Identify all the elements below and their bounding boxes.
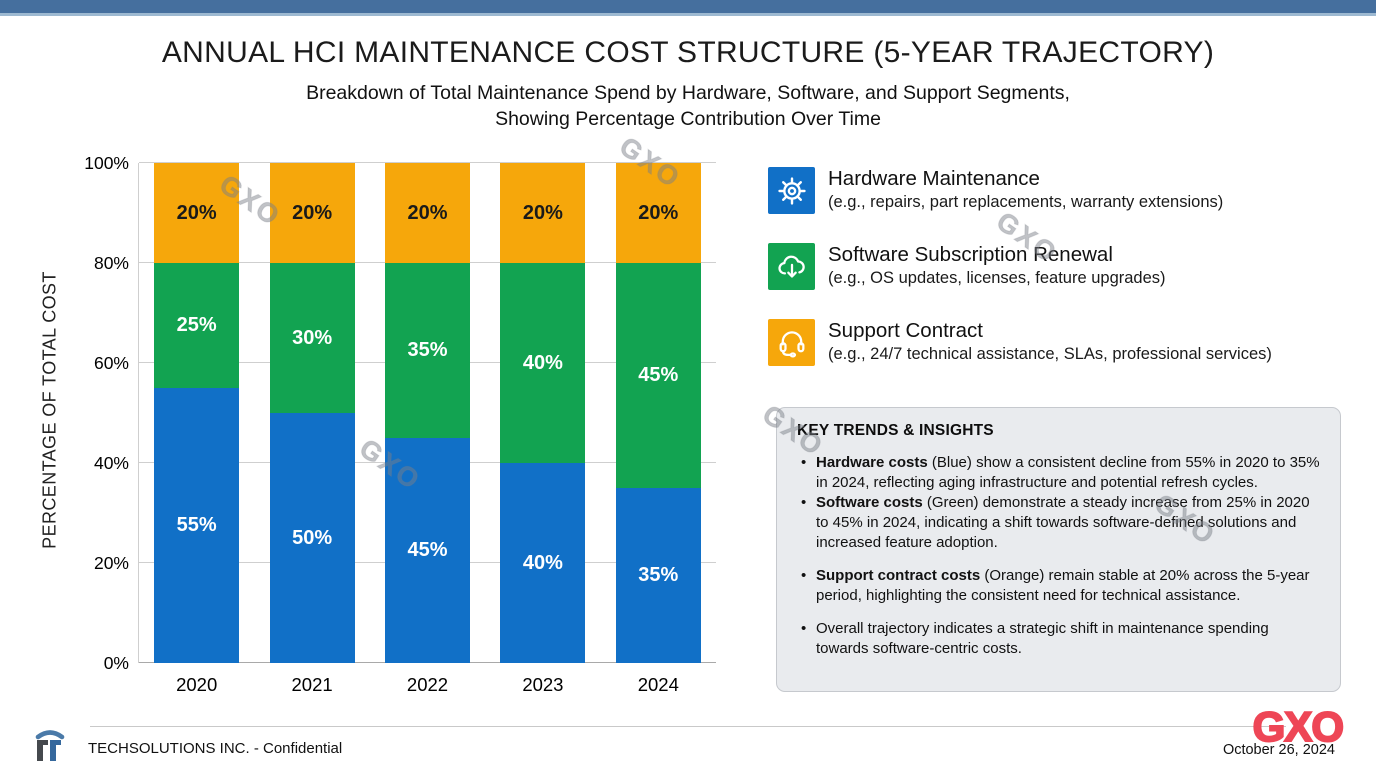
bar-segment-2022: 35% (385, 263, 470, 438)
bar-segment-2020: 20% (154, 163, 240, 263)
bar-value-label: 25% (176, 314, 217, 336)
techsolutions-logo-icon (35, 727, 65, 768)
legend-title-support: Support Contract (828, 319, 983, 342)
bar-value-label: 40% (522, 351, 563, 374)
bar-value-label: 20% (292, 201, 333, 224)
bar-segment-2021: 20% (269, 163, 355, 263)
slide-title: ANNUAL HCI MAINTENANCE COST STRUCTURE (5… (161, 36, 1215, 69)
slide-subtitle: Breakdown of Total Maintenance Spend by … (0, 80, 1376, 132)
bar-value-label: 55% (176, 514, 217, 536)
bar-segment-2021: 50% (269, 413, 355, 663)
gxo-brand-logo: GXO (1252, 702, 1345, 751)
bar-value-label: 20% (638, 201, 679, 224)
insight-software: Software costs (Green) demonstrate a ste… (797, 493, 1320, 553)
y-tick-label: 20% (93, 553, 129, 573)
insight-support: Support contract costs (Orange) remain s… (797, 566, 1320, 606)
legend-title-hardware: Hardware Maintenance (828, 167, 1040, 190)
bar-segment-2020: 25% (154, 263, 240, 388)
x-tick-label: 2021 (291, 674, 333, 695)
legend-desc-hardware: (e.g., repairs, part replacements, warra… (828, 193, 1224, 211)
legend-item-support: Support Contract (e.g., 24/7 technical a… (768, 319, 1272, 366)
gear-icon (768, 167, 815, 214)
bar-value-label: 35% (407, 339, 448, 361)
bar-value-label: 20% (522, 201, 563, 224)
legend-title-software: Software Subscription Renewal (828, 243, 1113, 266)
bar-segment-2020: 55% (154, 388, 240, 663)
y-tick-label: 80% (93, 253, 129, 273)
footer-company-text: TECHSOLUTIONS INC. - Confidential (88, 740, 343, 757)
bar-value-label: 30% (292, 326, 333, 349)
footer-date: October 26, 2024 (1222, 742, 1335, 758)
legend-item-hardware: Hardware Maintenance (e.g., repairs, par… (768, 167, 1272, 214)
bar-value-label: 20% (407, 201, 448, 224)
subtitle-line-2: Showing Percentage Contribution Over Tim… (495, 108, 881, 130)
top-accent-bar (0, 0, 1376, 16)
bar-value-label: 20% (176, 201, 217, 224)
plot-area: 0% 20% 40% 60% 80% 100% 55% 25% 20% 2020 50% 30% 20%… (84, 154, 716, 695)
x-tick-label: 2020 (176, 674, 218, 695)
insights-panel: KEY TRENDS & INSIGHTS Hardware costs (Bl… (776, 407, 1341, 692)
bar-segment-2024: 35% (615, 488, 701, 663)
bar-value-label: 45% (407, 539, 448, 561)
legend-desc-support: (e.g., 24/7 technical assistance, SLAs, … (828, 345, 1272, 363)
insights-title: KEY TRENDS & INSIGHTS (797, 422, 994, 439)
bar-segment-2023: 40% (500, 463, 586, 663)
y-tick-label: 0% (103, 653, 129, 673)
bar-value-label: 50% (292, 526, 333, 549)
gridline (139, 162, 716, 163)
subtitle-line-1: Breakdown of Total Maintenance Spend by … (306, 82, 1070, 104)
footer-divider (90, 726, 1286, 727)
headset-icon (768, 319, 815, 366)
insight-overall: Overall trajectory indicates a strategic… (797, 619, 1320, 659)
x-tick-label: 2023 (522, 674, 564, 695)
legend-desc-software: (e.g., OS updates, licenses, feature upg… (828, 269, 1166, 287)
bar-segment-2023: 40% (500, 263, 586, 463)
y-tick-label: 100% (84, 153, 129, 173)
x-tick-label: 2024 (637, 674, 679, 695)
bar-segment-2022: 20% (385, 163, 470, 263)
bar-segment-2022: 45% (385, 438, 470, 663)
bar-value-label: 35% (638, 564, 679, 586)
bar-segment-2024: 45% (615, 263, 701, 488)
y-axis-title: PERCENTAGE OF TOTAL COST (39, 271, 60, 549)
chart-legend: Hardware Maintenance (e.g., repairs, par… (768, 167, 1272, 395)
cloud-download-icon (768, 243, 815, 290)
bar-segment-2024: 20% (615, 163, 701, 263)
bar-segment-2021: 30% (269, 263, 355, 413)
y-tick-label: 60% (93, 353, 129, 373)
legend-item-software: Software Subscription Renewal (e.g., OS … (768, 243, 1272, 290)
insight-hardware: Hardware costs (Blue) show a consistent … (797, 453, 1320, 493)
bar-value-label: 40% (522, 551, 563, 574)
bar-value-label: 45% (638, 364, 679, 386)
x-tick-label: 2022 (406, 674, 449, 695)
bar-segment-2023: 20% (500, 163, 586, 263)
y-tick-label: 40% (93, 453, 129, 473)
insights-list: Hardware costs (Blue) show a consistent … (797, 453, 1320, 659)
